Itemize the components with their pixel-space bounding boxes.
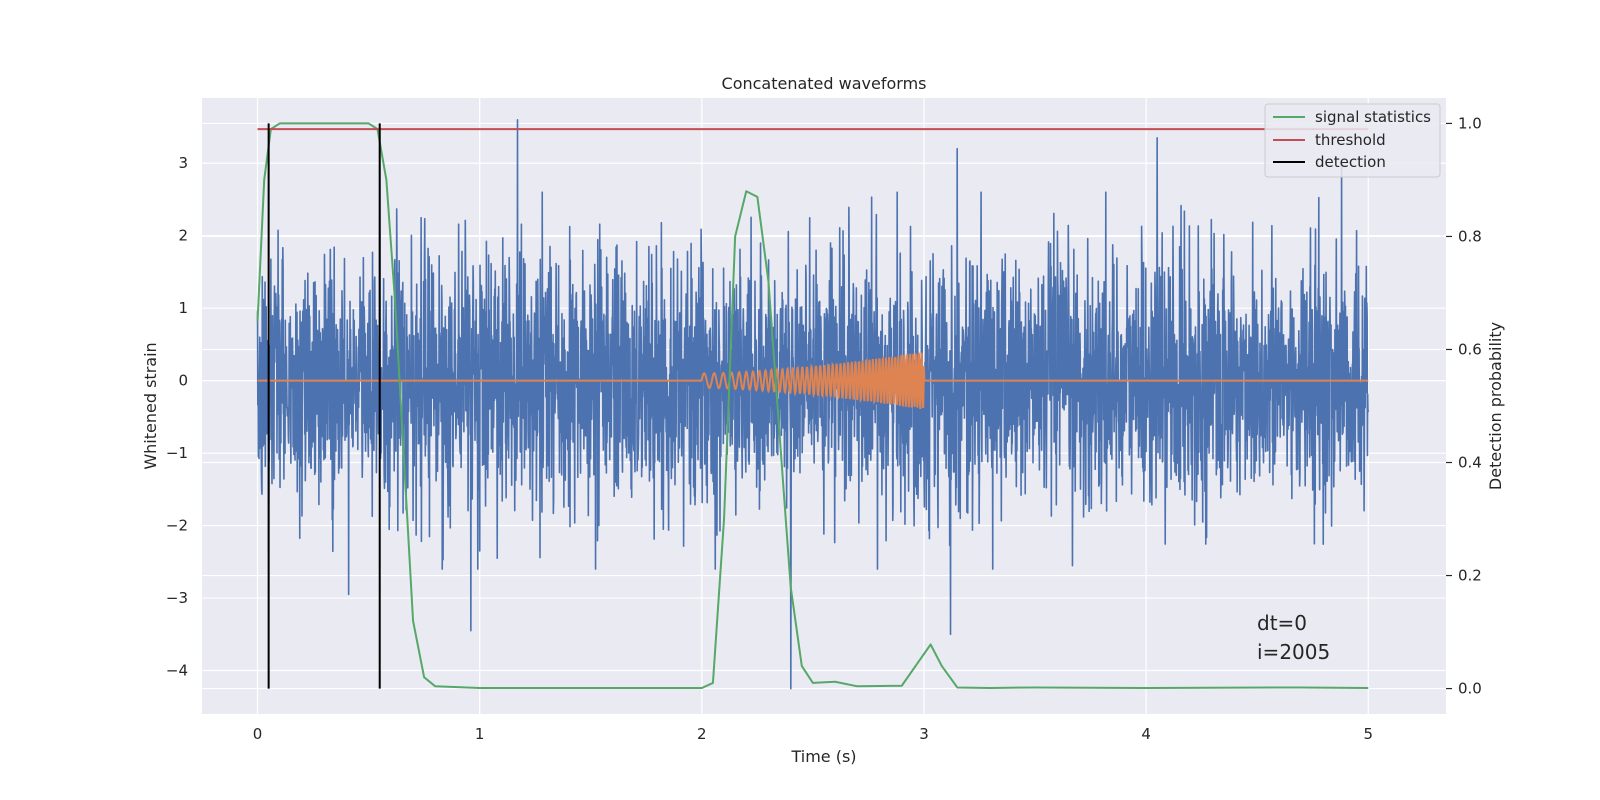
x-ticks: 0 1 2 3 4 5 [253, 725, 1373, 743]
signal-statistics-line [256, 122, 1369, 689]
y-tick-label: −4 [166, 662, 188, 680]
chart-title: Concatenated waveforms [722, 74, 927, 93]
y2-tick-label: 0.6 [1458, 340, 1482, 358]
x-tick-label: 4 [1141, 725, 1151, 743]
y-tick-label: 2 [178, 227, 188, 245]
y-tick-label: 0 [178, 372, 188, 390]
y2-ticks: 0.0 0.2 0.4 0.6 0.8 1.0 [1446, 114, 1482, 698]
y2-tick-label: 0.2 [1458, 567, 1482, 585]
x-tick-label: 1 [475, 725, 485, 743]
chirp-line [257, 352, 1369, 410]
annotation-box: dt=0 i=2005 [1257, 611, 1330, 664]
y-tick-label: 3 [178, 154, 188, 172]
y2-tick-label: 0.4 [1458, 454, 1482, 472]
y-tick-label: −3 [166, 589, 188, 607]
y-tick-label: −1 [166, 444, 188, 462]
x-axis-label: Time (s) [790, 747, 856, 766]
legend: signal statistics threshold detection [1264, 103, 1441, 178]
chirp-series [257, 352, 1369, 410]
annotation-i: i=2005 [1257, 640, 1330, 664]
x-tick-label: 5 [1363, 725, 1373, 743]
annotation-dt: dt=0 [1257, 611, 1307, 635]
legend-label-detection: detection [1315, 153, 1386, 171]
y-tick-label: −2 [166, 517, 188, 535]
x-tick-label: 0 [253, 725, 263, 743]
x-tick-label: 3 [919, 725, 929, 743]
y2-tick-label: 0.8 [1458, 227, 1482, 245]
legend-label-signal-statistics: signal statistics [1315, 108, 1431, 126]
signal-statistics-series [256, 122, 1369, 689]
legend-label-threshold: threshold [1315, 131, 1386, 149]
y-ticks: −4 −3 −2 −1 0 1 2 3 [166, 154, 188, 679]
detection-series [267, 123, 381, 689]
x-tick-label: 2 [697, 725, 707, 743]
y2-tick-label: 0.0 [1458, 680, 1482, 698]
y-axis-label: Whitened strain [141, 342, 160, 469]
legend-frame [1264, 103, 1441, 178]
y2-axis-label: Detection probability [1486, 322, 1505, 490]
y2-tick-label: 1.0 [1458, 114, 1482, 132]
y-tick-label: 1 [178, 299, 188, 317]
